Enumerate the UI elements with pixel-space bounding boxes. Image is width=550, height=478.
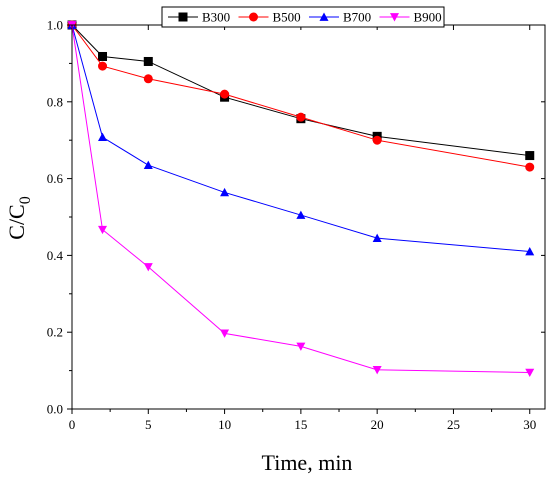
series-b700 bbox=[67, 20, 535, 256]
data-point-b900 bbox=[525, 368, 535, 378]
data-point-b500 bbox=[143, 74, 153, 84]
data-point-b700 bbox=[143, 160, 153, 169]
x-tick-label: 0 bbox=[69, 417, 76, 432]
y-tick-label: 0.2 bbox=[47, 325, 63, 340]
x-tick-label: 15 bbox=[294, 417, 307, 432]
y-axis-title-main: C/C bbox=[4, 204, 29, 239]
y-axis-title: C/C0 bbox=[4, 196, 34, 239]
x-axis-title: Time, min bbox=[262, 450, 353, 475]
data-point-b700 bbox=[98, 132, 108, 141]
data-point-b300 bbox=[525, 151, 535, 161]
legend-box bbox=[161, 6, 445, 28]
y-axis-title-subscript: 0 bbox=[17, 196, 34, 204]
y-tick-label: 0.6 bbox=[47, 171, 64, 186]
legend-entry-b900: B900 bbox=[379, 10, 442, 25]
data-point-b900 bbox=[296, 342, 306, 351]
data-point-b900 bbox=[98, 225, 108, 235]
data-point-b500 bbox=[372, 135, 382, 145]
legend-marker bbox=[178, 12, 188, 22]
data-point-b700 bbox=[525, 247, 535, 256]
legend-marker bbox=[249, 12, 258, 22]
x-tick-label: 5 bbox=[145, 417, 152, 432]
data-point-b500 bbox=[296, 112, 306, 122]
data-point-b900 bbox=[220, 329, 230, 338]
data-point-b300 bbox=[143, 56, 153, 66]
legend-label: B900 bbox=[414, 10, 442, 25]
data-point-b700 bbox=[296, 210, 306, 219]
legend-label: B500 bbox=[273, 10, 301, 25]
data-point-b500 bbox=[525, 162, 535, 172]
legend-entry-b700: B700 bbox=[309, 10, 371, 25]
x-tick-label: 10 bbox=[218, 417, 231, 432]
data-point-b700 bbox=[220, 187, 230, 197]
data-point-b300 bbox=[98, 51, 108, 61]
legend-marker bbox=[319, 12, 329, 21]
series-b500 bbox=[67, 20, 535, 172]
legend-label: B300 bbox=[202, 10, 230, 25]
legend-marker bbox=[390, 13, 399, 22]
legend-entry-b500: B500 bbox=[238, 10, 301, 25]
series-b300 bbox=[67, 20, 535, 161]
x-tick-label: 25 bbox=[447, 417, 460, 432]
series-line-b300 bbox=[71, 24, 530, 157]
plot-area bbox=[67, 20, 535, 378]
data-point-b500 bbox=[98, 61, 108, 71]
series-line-b500 bbox=[71, 24, 530, 168]
axes: 0 5 10 15 20 25 30 0.0 0.2 0.4 0.6 0.8 1.0 bbox=[47, 18, 546, 432]
y-tick-label: 0.8 bbox=[47, 94, 63, 109]
data-point-b500 bbox=[220, 89, 230, 99]
data-point-b700 bbox=[372, 233, 382, 242]
x-tick-label: 20 bbox=[371, 417, 384, 432]
legend-label: B700 bbox=[343, 10, 371, 25]
legend: B300 B500 B700 B900 bbox=[161, 6, 445, 28]
y-tick-label: 0.4 bbox=[47, 248, 64, 263]
data-point-b900 bbox=[143, 263, 153, 272]
x-tick-label: 30 bbox=[523, 417, 536, 432]
y-tick-label: 0.0 bbox=[47, 402, 63, 417]
legend-entry-b300: B300 bbox=[168, 10, 230, 25]
series-b900 bbox=[67, 21, 535, 378]
y-tick-label: 1.0 bbox=[47, 18, 63, 33]
data-point-b900 bbox=[372, 366, 382, 375]
